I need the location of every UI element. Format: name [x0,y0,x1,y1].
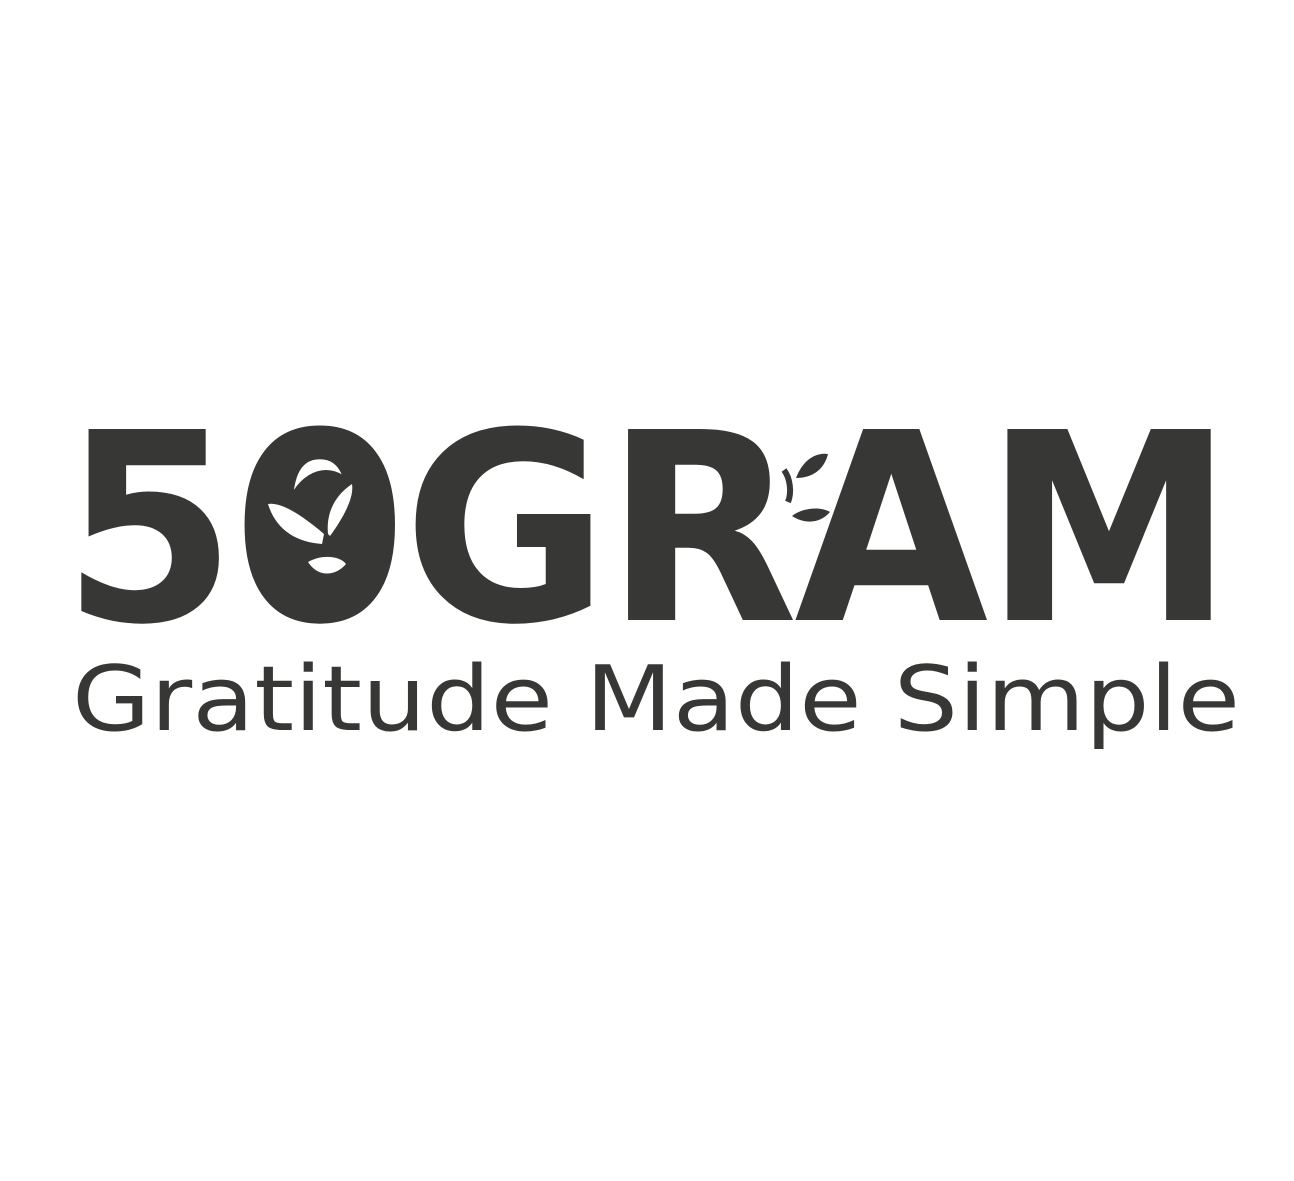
leaf-sprout-icon [268,470,372,610]
brand-tagline: Gratitude Made Simple [72,647,1240,752]
brand-wordmark: 50GRAM [62,377,1230,682]
leaf-branch-icon [781,453,830,522]
